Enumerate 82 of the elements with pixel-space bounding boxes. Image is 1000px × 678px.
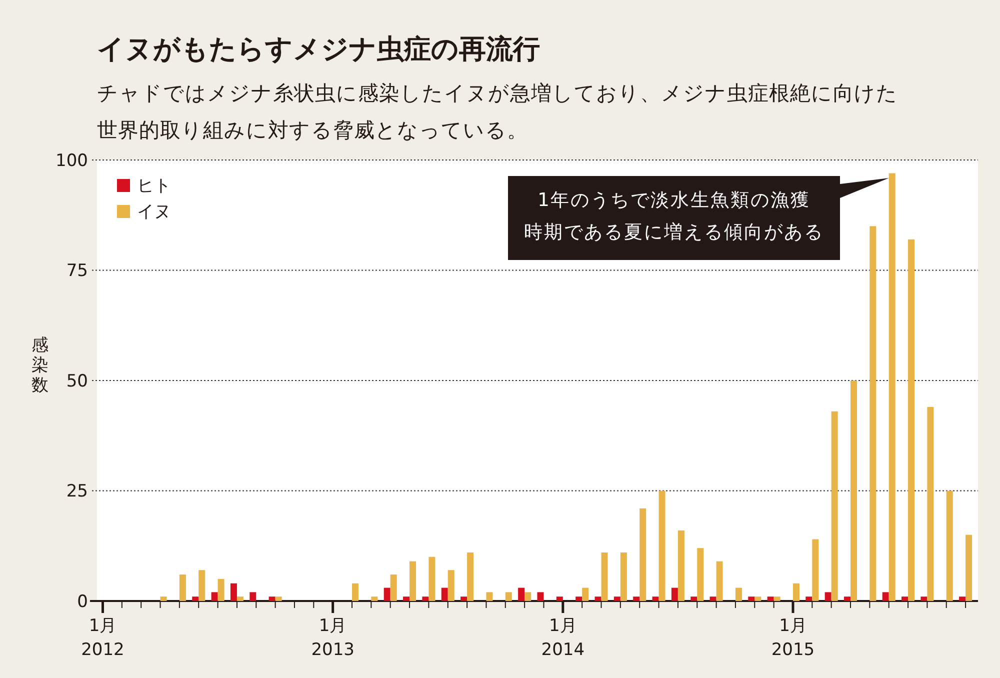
bar xyxy=(966,534,972,601)
x-tick-label: 1月 2013 xyxy=(311,616,354,660)
bar xyxy=(767,596,774,601)
bar xyxy=(524,592,532,601)
bar xyxy=(678,530,684,601)
bar xyxy=(824,592,832,601)
bar xyxy=(576,596,582,601)
bar xyxy=(902,596,908,601)
legend-label: イヌ xyxy=(137,202,171,222)
bar xyxy=(250,592,256,601)
bar xyxy=(806,596,812,601)
bar xyxy=(218,578,224,601)
bar xyxy=(352,583,358,601)
bar xyxy=(556,596,563,601)
x-tick-label: 1月 2015 xyxy=(771,616,815,660)
bar xyxy=(888,173,896,601)
bar xyxy=(716,561,723,601)
x-tick-label: 1月 2012 xyxy=(81,616,124,660)
bar xyxy=(160,596,167,601)
bar xyxy=(460,596,468,601)
legend-label: ヒト xyxy=(137,176,171,196)
bar xyxy=(908,239,915,601)
bar xyxy=(403,596,410,601)
annotation: 1年のうちで淡水生魚類の漁獲時期である夏に増える傾向がある xyxy=(524,190,824,243)
bar xyxy=(192,596,199,601)
bar xyxy=(601,552,608,601)
bar xyxy=(774,596,780,601)
bar xyxy=(697,548,704,601)
bar xyxy=(870,226,876,601)
bar xyxy=(198,570,206,601)
bar xyxy=(467,552,474,601)
bar xyxy=(633,596,640,601)
chart-subtitle: チャドではメジナ糸状虫に感染したイヌが急増しており、メジナ虫症根絶に向けた世界的取り組みに対する脅威となっている。 xyxy=(97,81,898,142)
bar xyxy=(422,596,429,601)
bar xyxy=(831,411,838,601)
bar xyxy=(850,380,857,601)
bar xyxy=(959,596,966,601)
bar xyxy=(792,583,800,601)
bar xyxy=(614,596,620,601)
bar xyxy=(390,574,397,601)
bar xyxy=(505,592,512,601)
bar xyxy=(671,588,678,601)
chart-title: イヌがもたらすメジナ虫症の再流行 xyxy=(97,34,540,65)
bar xyxy=(844,596,850,601)
y-tick-label: 25 xyxy=(66,482,88,502)
bar xyxy=(594,596,602,601)
bar xyxy=(384,588,390,601)
bar xyxy=(275,596,282,601)
bar xyxy=(754,596,762,601)
bar xyxy=(927,406,934,601)
bar xyxy=(211,592,218,601)
bar xyxy=(371,596,378,601)
bar xyxy=(710,596,716,601)
bar xyxy=(448,570,454,601)
bar xyxy=(441,588,448,601)
bar xyxy=(230,583,237,601)
bar xyxy=(620,552,627,601)
bar xyxy=(486,592,493,601)
y-axis-title: 感染数 xyxy=(32,336,48,396)
y-tick-label: 50 xyxy=(66,371,88,392)
bar xyxy=(658,490,666,601)
bar xyxy=(920,596,928,601)
bar xyxy=(179,574,186,601)
y-tick-label: 75 xyxy=(66,261,88,282)
x-tick-label: 1月 2014 xyxy=(541,616,585,660)
bar xyxy=(652,596,659,601)
bar xyxy=(582,588,589,601)
y-tick-label: 100 xyxy=(56,150,88,171)
bar xyxy=(748,596,755,601)
bar xyxy=(690,596,698,601)
bar xyxy=(410,561,416,601)
bar xyxy=(236,596,244,601)
bar xyxy=(640,508,646,601)
bar xyxy=(946,490,953,601)
bar xyxy=(882,592,889,601)
bar xyxy=(537,592,544,601)
bar xyxy=(428,556,436,601)
y-tick-label: 0 xyxy=(77,592,88,612)
bar xyxy=(812,539,819,601)
bar xyxy=(735,588,742,601)
bar xyxy=(268,596,276,601)
bar xyxy=(518,588,525,601)
